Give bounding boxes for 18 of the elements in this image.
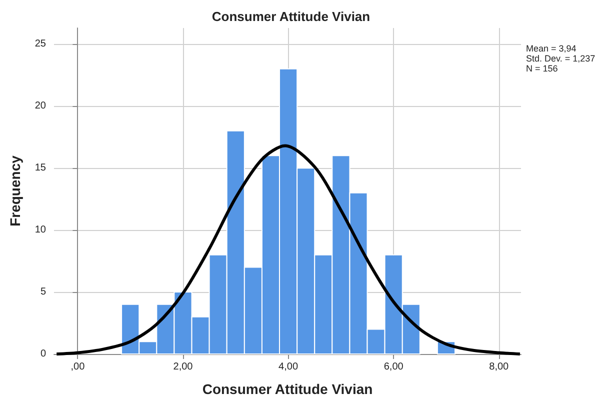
y-tick-label: 15: [34, 162, 46, 174]
x-tick-label: 8,00: [489, 362, 510, 372]
y-tick-label: 0: [40, 348, 46, 360]
x-tick-label: ,00: [70, 362, 86, 372]
y-tick-label: 10: [34, 224, 46, 236]
x-axis-title: Consumer Attitude Vivian: [202, 381, 373, 397]
text: Mean = 3,94: [526, 44, 576, 54]
y-tick-label: 20: [34, 100, 46, 112]
text: N = 156: [526, 64, 558, 74]
x-tick-label: 6,00: [384, 362, 404, 372]
chart-title: Consumer Attitude Vivian: [212, 9, 370, 24]
y-axis-title: Frequency: [7, 155, 23, 226]
text: Std. Dev. = 1,237: [526, 54, 596, 64]
x-tick-label: 4,00: [278, 362, 298, 372]
x-tick-label: 2,00: [173, 362, 194, 372]
y-tick-label: 25: [34, 38, 46, 50]
y-tick-label: 5: [40, 286, 46, 298]
line-series: [55, 144, 522, 356]
